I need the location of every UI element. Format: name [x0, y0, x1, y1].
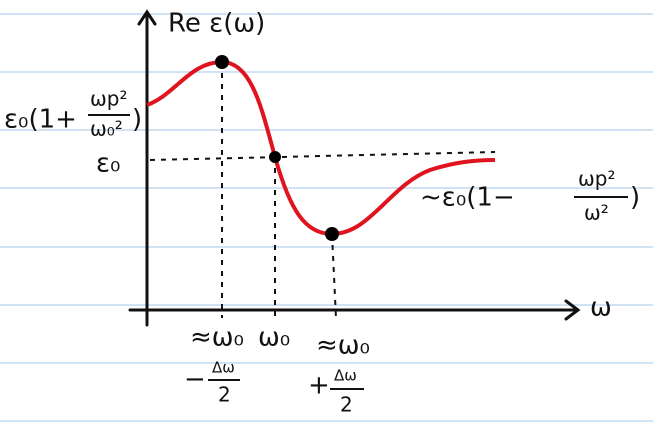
- x-mark-numerator: Δω: [212, 359, 235, 377]
- x-mark-label: ≈ω₀: [190, 323, 244, 353]
- max-point: [215, 55, 229, 69]
- upper-denominator: ω₀²: [90, 117, 123, 141]
- y-axis: [137, 9, 157, 327]
- x-axis: [128, 299, 581, 321]
- y-axis-label: Re ε(ω): [168, 9, 265, 39]
- resonance-point: [269, 151, 281, 163]
- asymptote-label: ~ε₀(1−: [420, 183, 515, 213]
- base-dashed-line: [149, 151, 496, 161]
- x-axis-label: ω: [590, 293, 612, 323]
- asymptote-label-close: ): [630, 183, 640, 213]
- drop-line: [331, 233, 337, 319]
- upper-label-close: ): [132, 105, 142, 135]
- x-mark-label: ≈ω₀: [316, 331, 370, 361]
- x-mark-denominator: 2: [340, 393, 353, 417]
- paper-lines: [0, 13, 653, 422]
- upper-label: ε₀(1+: [4, 105, 77, 135]
- upper-numerator: ωp²: [90, 87, 127, 111]
- asymptote-denominator: ω²: [584, 201, 609, 225]
- x-mark-numerator: Δω: [334, 367, 357, 385]
- x-mark-label: ω₀: [258, 323, 290, 353]
- x-mark-denominator: 2: [218, 383, 231, 407]
- asymptote-numerator: ωp²: [578, 167, 615, 191]
- min-point: [325, 227, 339, 241]
- x-mark-sign: −: [184, 365, 206, 395]
- x-mark-sign: +: [308, 371, 330, 401]
- base-label: ε₀: [96, 149, 120, 179]
